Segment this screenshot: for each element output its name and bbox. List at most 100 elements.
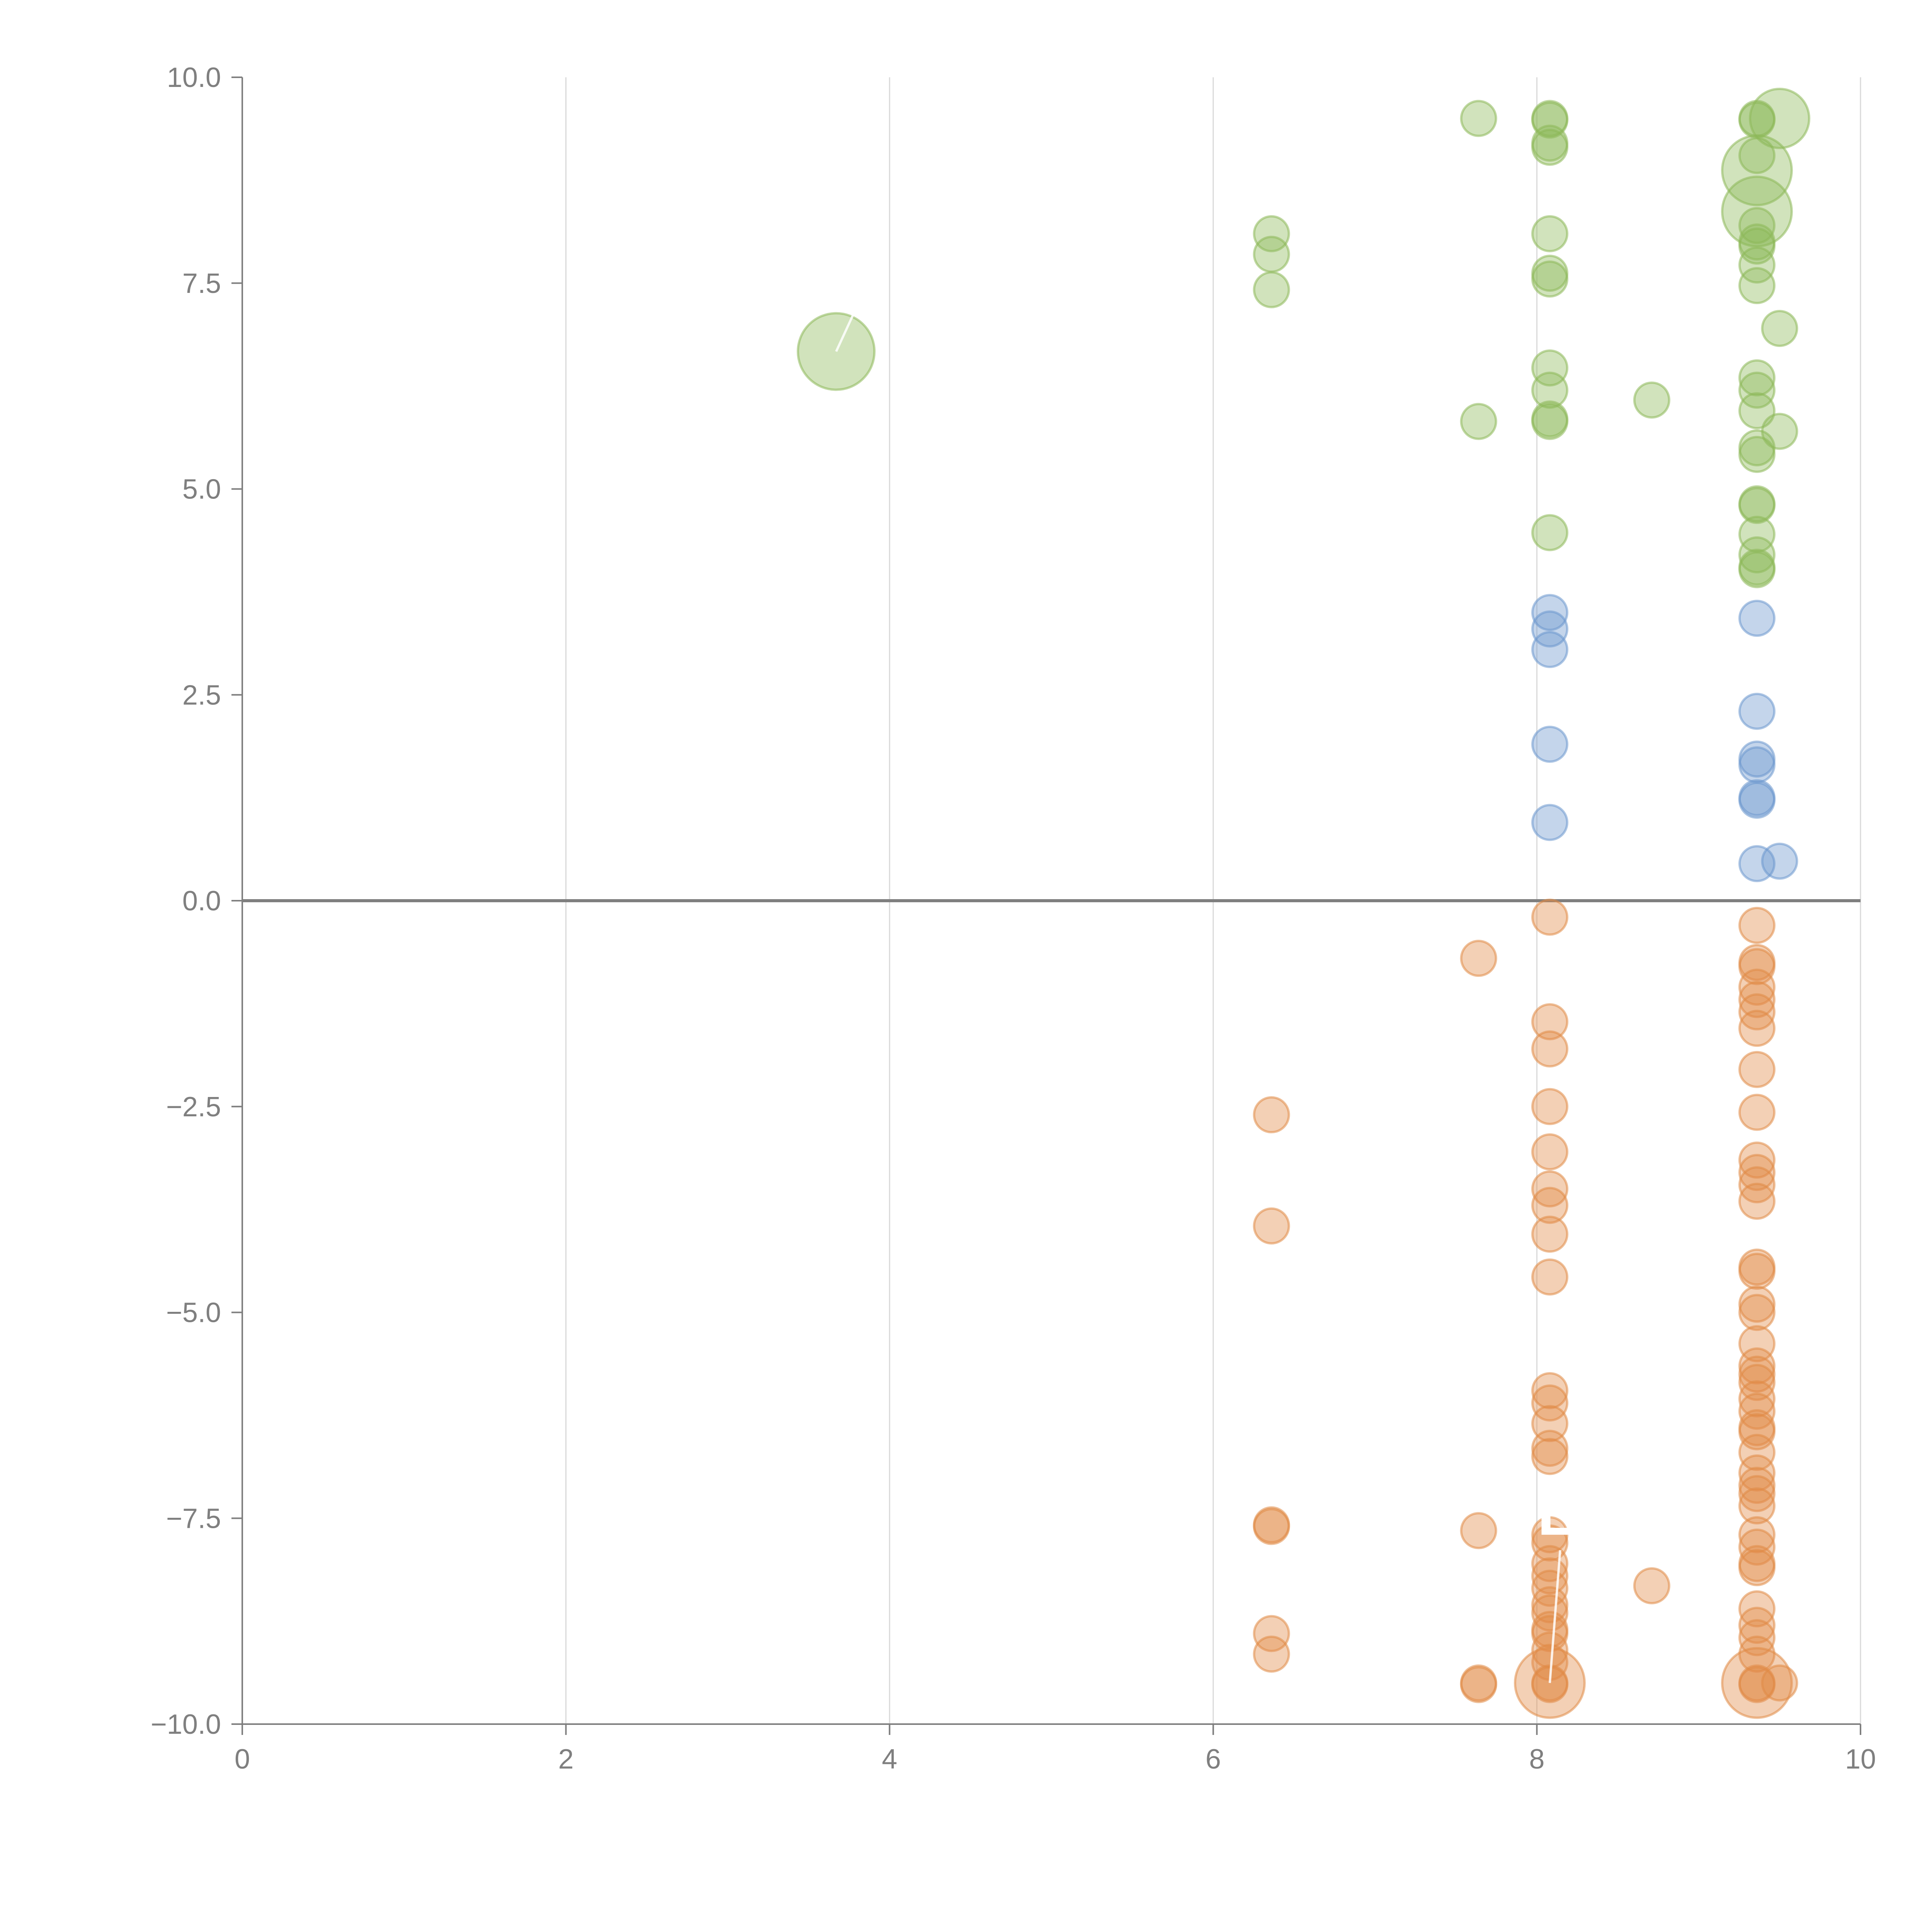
low-point [1761,1664,1798,1702]
high-point [1738,246,1776,284]
high-point [1253,271,1290,308]
low-point [1738,1413,1776,1451]
low-point [1738,1487,1776,1525]
high-point [1738,371,1776,409]
annotations: SL [828,243,1575,1683]
x-tick-label: 0 [235,1744,250,1775]
low-point [1738,981,1776,1018]
high-point [1738,435,1776,473]
mid-point [1531,804,1568,841]
low-point [1531,1258,1568,1296]
low-point [1531,1516,1568,1553]
low-point [1738,948,1776,985]
low-point [1253,1207,1290,1245]
annotation-leader-line [1548,1550,1561,1683]
y-tick-label: 7.5 [182,268,221,299]
annotation-label: S [828,243,870,313]
high-point [1749,88,1811,150]
axes: 0 2 4 6 8 10 10.0 7.5 5.0 2.5 0.0 −2.5 −5.0 −7.5 −10.0 [151,62,1876,1775]
low-point [1253,1635,1290,1673]
low-point [1738,1434,1776,1471]
low-point [1531,1666,1568,1703]
x-tick-label: 10 [1845,1744,1876,1775]
high-point [1633,381,1670,419]
low-point [1738,906,1776,944]
low-point [1738,1380,1776,1418]
low-point [1531,1003,1568,1041]
x-tick-label: 8 [1529,1744,1544,1775]
mid-point [1738,746,1776,784]
low-point [1738,1467,1776,1504]
low-point [1460,940,1497,977]
low-point [1531,1133,1568,1170]
low-point [1738,1516,1776,1553]
y-tick-label: 5.0 [182,474,221,505]
y-tick-label: 0.0 [182,886,221,917]
x-tick-label: 6 [1206,1744,1221,1775]
low-point [1253,1096,1290,1134]
high-point [1253,215,1290,252]
low-point [1738,1286,1776,1323]
low-point [1738,1154,1776,1191]
low-point [1531,1524,1568,1562]
mid-point [1531,726,1568,763]
high-point [1531,514,1568,551]
low-point [1460,1666,1497,1703]
annotation-leader-line [835,315,854,352]
low-point [1531,898,1568,936]
low-point [1531,1372,1568,1409]
data-points [796,88,1811,1719]
low-point [1531,1384,1568,1422]
low-point [1738,1454,1776,1492]
high-point [1761,413,1798,450]
x-tick-label: 2 [558,1744,574,1775]
low-point [1531,1216,1568,1253]
high-point [1738,227,1776,265]
mid-point [1761,842,1798,880]
mid-point [1738,782,1776,819]
high-point [1253,236,1290,273]
y-tick-label: −7.5 [166,1503,221,1534]
low-point [1738,1549,1776,1587]
low-point [1738,1252,1776,1290]
low-point [1531,1430,1568,1467]
low-point [1738,1051,1776,1088]
low-point [1531,1438,1568,1475]
high-point [1531,129,1568,166]
mid-point [1738,600,1776,637]
y-tick-label: 2.5 [182,680,221,711]
high-point [1531,371,1568,409]
mid-point [1738,692,1776,730]
low-point [1460,1512,1497,1549]
low-point [1738,1094,1776,1131]
low-point [1738,1475,1776,1512]
mid-point [1531,610,1568,648]
annotation-label: L [1537,1479,1575,1548]
low-point [1738,1607,1776,1644]
x-tick-label: 4 [882,1744,897,1775]
low-point [1738,1182,1776,1220]
high-point [1460,403,1497,440]
low-point [1738,1325,1776,1362]
mid-point [1531,631,1568,668]
high-point [1738,487,1776,524]
low-point [1738,1294,1776,1331]
high-point [1738,536,1776,573]
high-point [1531,215,1568,252]
y-tick-label: 10.0 [167,62,221,93]
low-point [1253,1615,1290,1652]
high-point [1531,260,1568,298]
high-point [1761,310,1798,347]
high-point [1738,267,1776,304]
high-point [1460,100,1497,137]
low-point [1531,1187,1568,1224]
y-tick-label: −2.5 [166,1092,221,1122]
low-point [1738,1010,1776,1047]
high-point [1738,359,1776,396]
y-tick-label: −10.0 [151,1709,221,1740]
low-point [1633,1567,1670,1604]
low-point [1253,1508,1290,1545]
y-tick-label: −5.0 [166,1298,221,1328]
high-point [1531,403,1568,440]
